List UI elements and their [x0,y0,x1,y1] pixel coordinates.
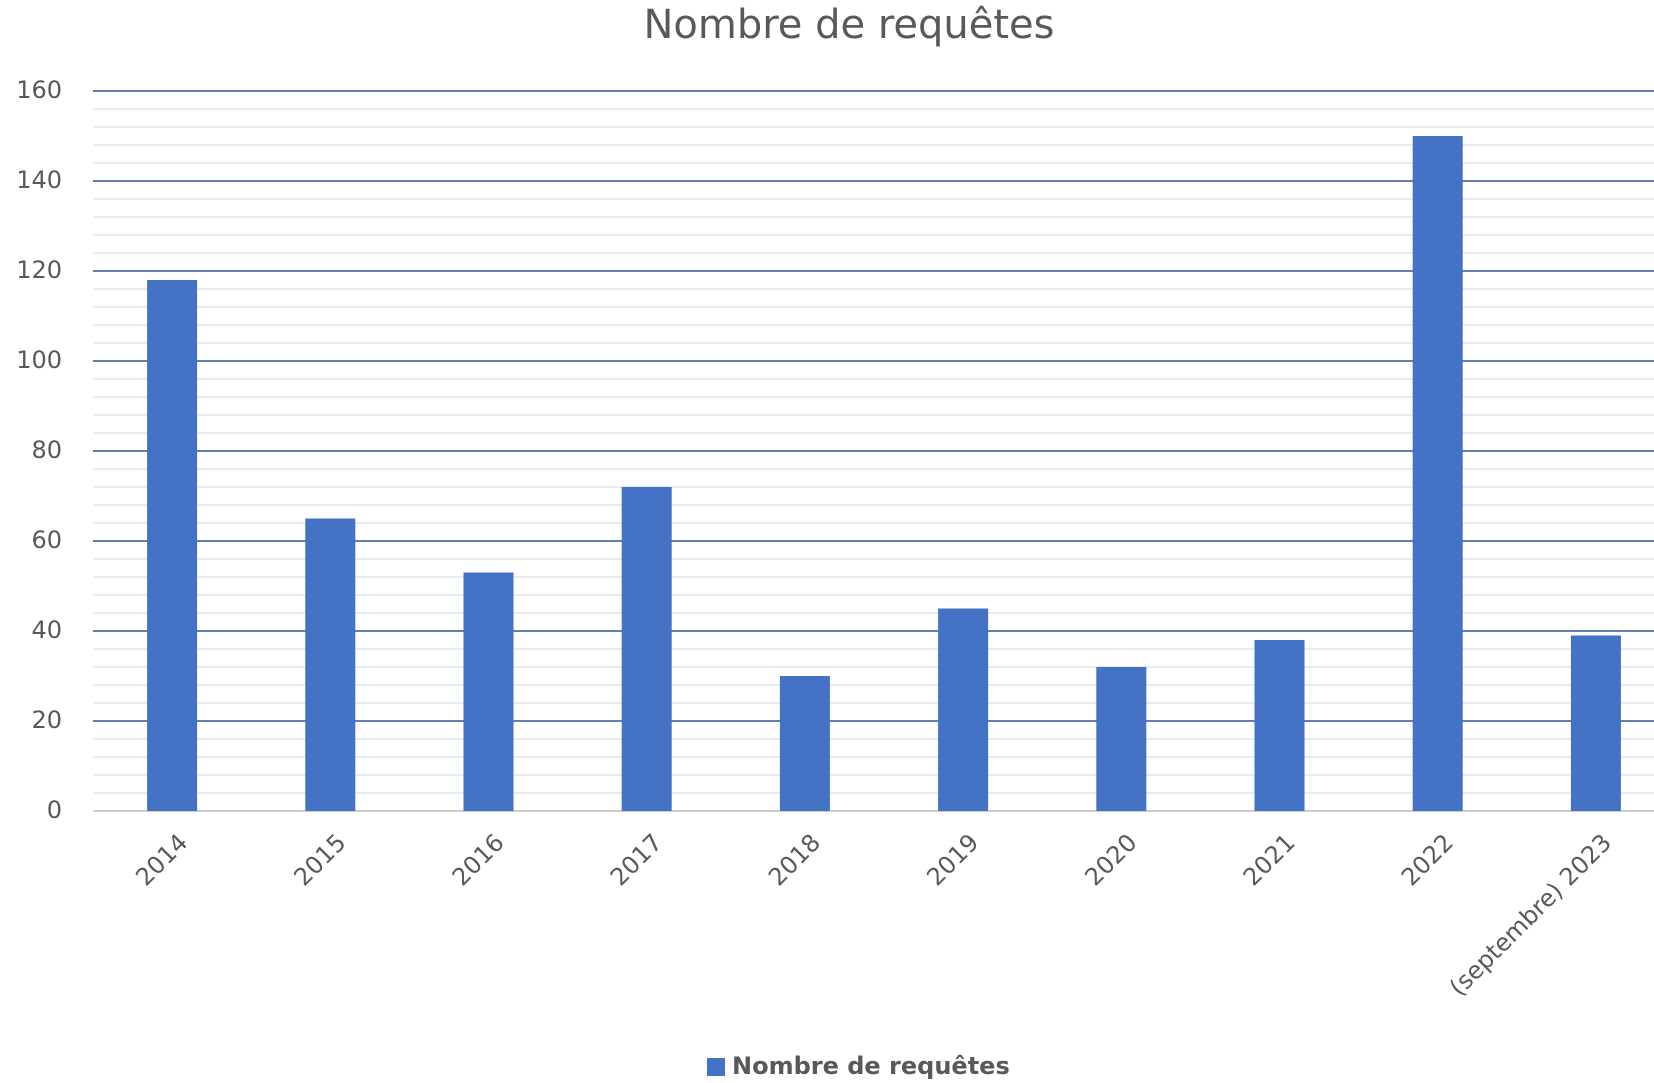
bar [1412,136,1463,811]
bar [1254,640,1305,811]
x-tick-label: (septembre) 2023 [1444,828,1617,1001]
x-tick-label: 2017 [605,828,668,891]
x-tick-label: 2014 [130,828,193,891]
legend-swatch [707,1058,725,1076]
x-tick-label: 2018 [763,828,826,891]
y-tick-label: 20 [31,706,62,734]
y-tick-label: 40 [31,616,62,644]
x-tick-label: 2022 [1396,828,1459,891]
y-tick-label: 140 [16,166,62,194]
x-tick-label: 2015 [289,828,352,891]
x-tick-label: 2016 [447,828,510,891]
bar [147,280,198,811]
bar [1096,667,1147,811]
x-tick-label: 2020 [1080,828,1143,891]
x-tick-label: 2021 [1238,828,1301,891]
y-tick-label: 0 [47,796,62,824]
y-tick-label: 60 [31,526,62,554]
y-tick-label: 100 [16,346,62,374]
bar [1570,635,1621,811]
y-tick-label: 80 [31,436,62,464]
bar [305,518,356,811]
x-tick-label: 2019 [921,828,984,891]
legend-label: Nombre de requêtes [732,1052,1010,1080]
bar [621,487,672,811]
bar [779,676,830,811]
y-tick-label: 160 [16,76,62,104]
chart-title: Nombre de requêtes [643,2,1054,48]
y-tick-label: 120 [16,256,62,284]
bar [463,572,514,811]
bar [938,608,989,811]
